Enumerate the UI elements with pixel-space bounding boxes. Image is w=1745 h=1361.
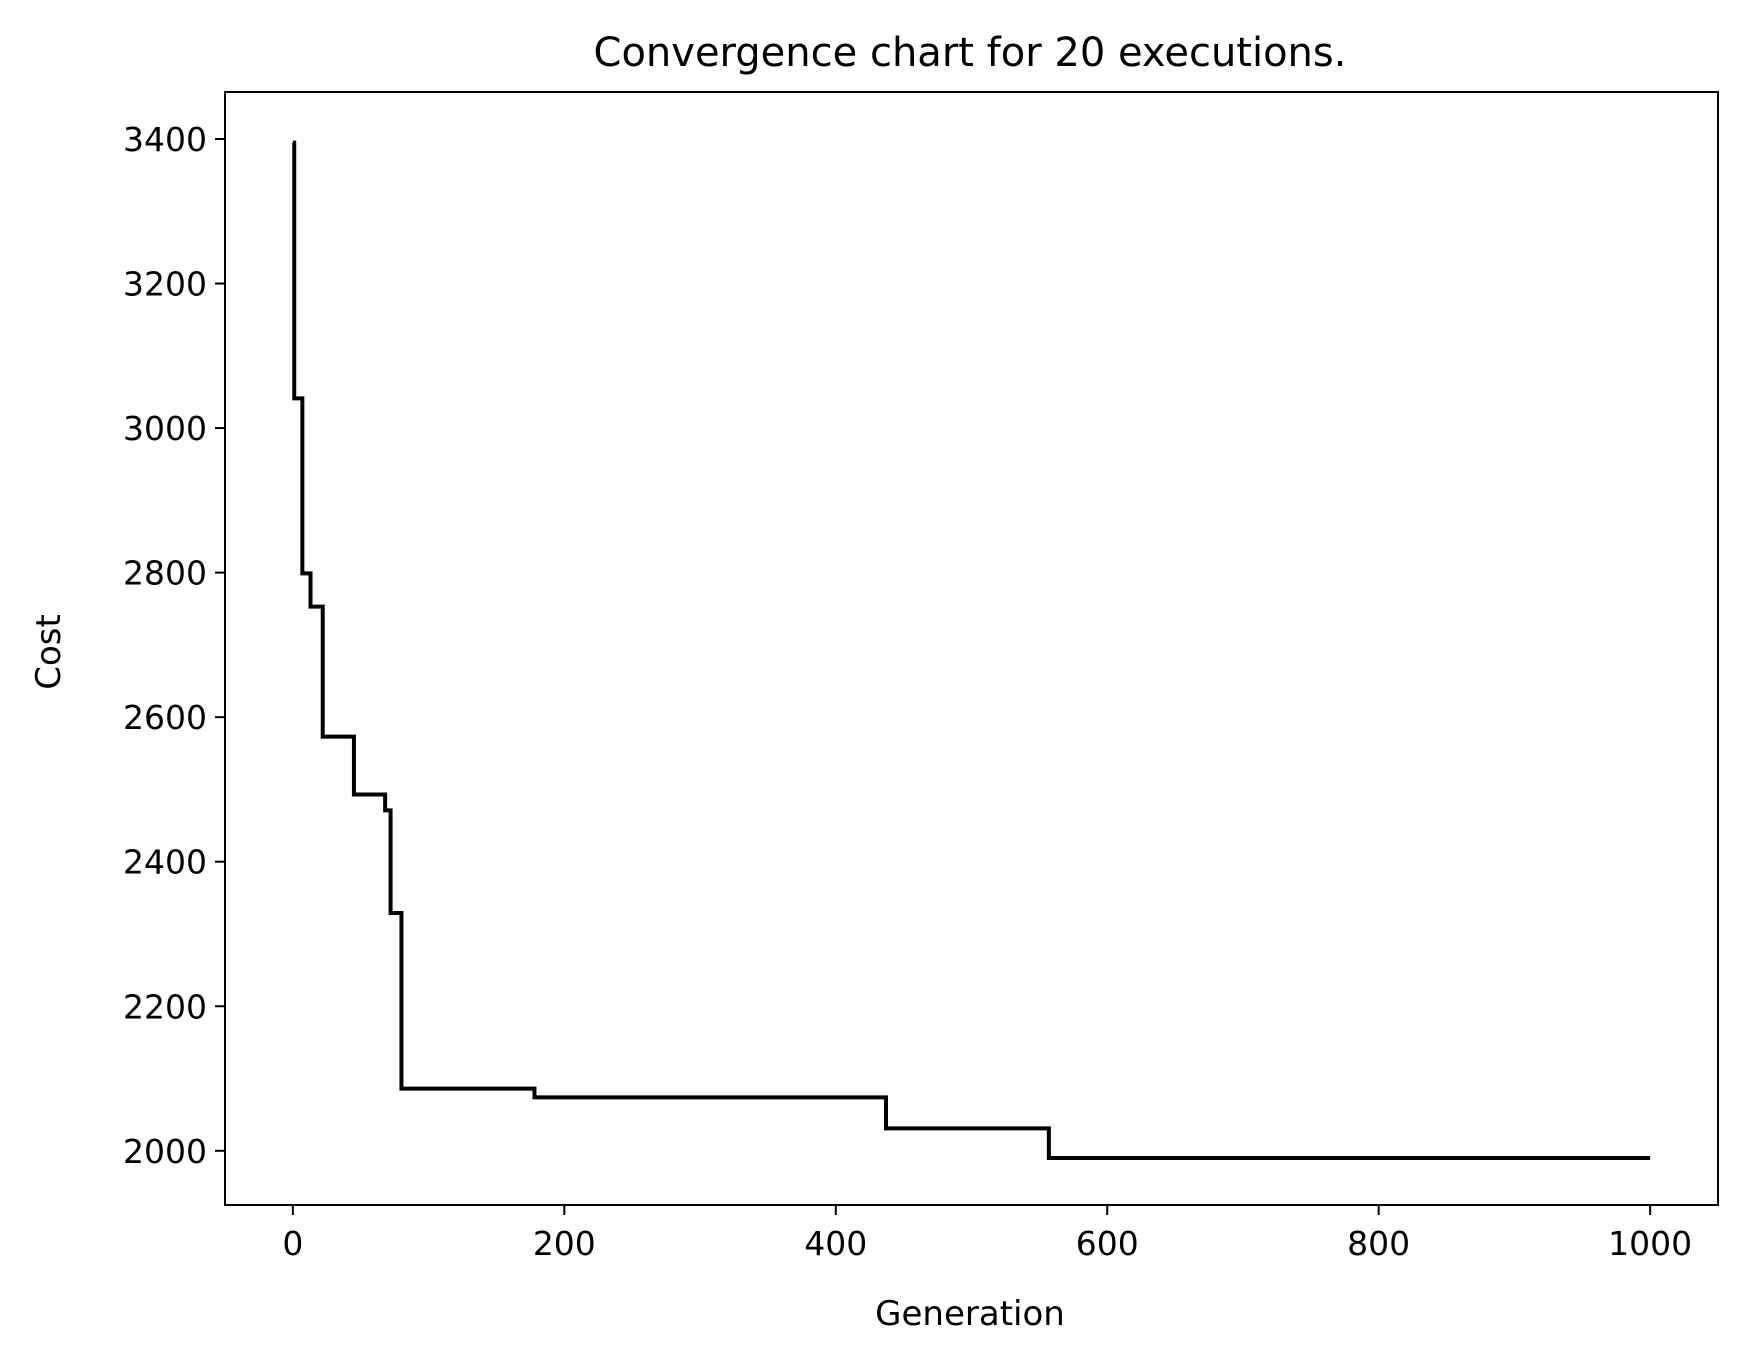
x-tick-label: 0 <box>282 1224 303 1263</box>
x-axis-label: Generation <box>875 1294 1065 1334</box>
y-tick-label: 2000 <box>123 1132 207 1171</box>
series-line-cost <box>292 140 1651 1161</box>
y-tick-label: 2800 <box>123 554 207 593</box>
y-tick-label: 2600 <box>123 698 207 737</box>
y-tick-label: 3400 <box>123 120 207 159</box>
y-tick-label: 3000 <box>123 409 207 448</box>
x-tick-label: 1000 <box>1608 1224 1692 1263</box>
y-tick-label: 2400 <box>123 843 207 882</box>
y-tick-label: 2200 <box>123 987 207 1026</box>
y-axis-label: Cost <box>29 614 69 690</box>
chart-title: Convergence chart for 20 executions. <box>594 30 1347 76</box>
y-tick-label: 3200 <box>123 265 207 304</box>
y-axis: 2000 2200 2400 2600 2800 3000 3200 3400 <box>123 120 225 1171</box>
x-axis: 0 200 400 600 800 1000 <box>282 1205 1692 1263</box>
x-tick-label: 400 <box>804 1224 867 1263</box>
plot-area-frame <box>224 91 1719 1206</box>
x-tick-label: 200 <box>533 1224 596 1263</box>
x-tick-label: 600 <box>1076 1224 1139 1263</box>
x-tick-label: 800 <box>1347 1224 1410 1263</box>
